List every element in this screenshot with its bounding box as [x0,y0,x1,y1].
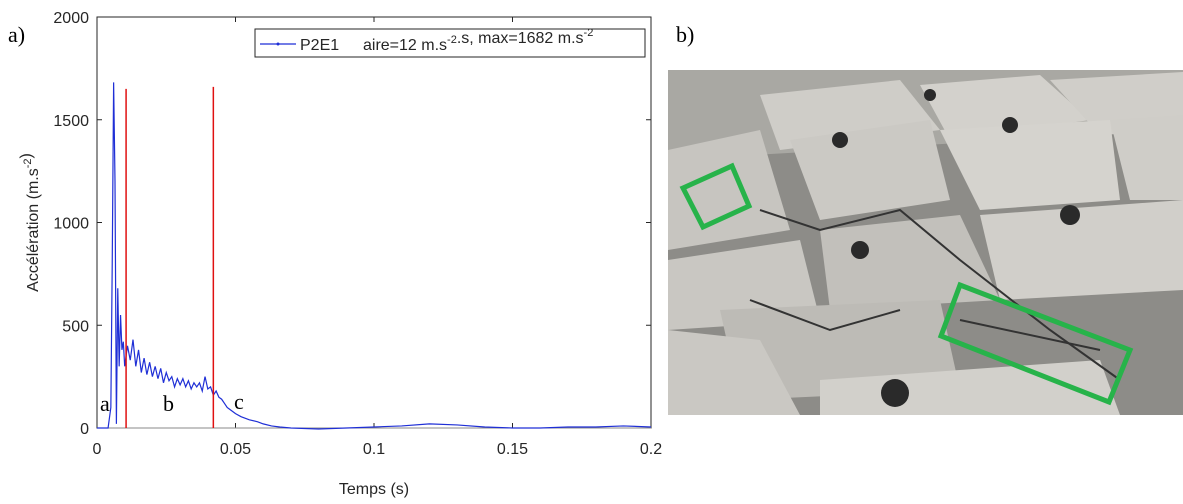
legend-box [254,28,646,58]
superscript: -2 [447,34,457,46]
legend-label: P2E1 [300,37,339,54]
y-tick-label: 0 [80,421,89,438]
text-part: ) [18,153,35,158]
x-tick-label: 0.1 [363,441,385,458]
panel-label: a) [8,22,25,47]
annotation: b [163,391,174,416]
y-tick-label: 1000 [53,216,89,233]
x-axis-label: Temps (s) [339,481,409,498]
panel-label: b) [676,22,694,47]
y-tick-label: 1500 [53,113,89,130]
text-part: .s, max=1682 m.s [457,30,584,47]
data-line [97,82,652,430]
photo [668,70,1183,415]
y-tick-label: 500 [62,318,89,335]
legend-swatch [276,42,280,46]
x-tick-label: 0.05 [220,441,251,458]
text: Accélération (m.s-2) [18,153,42,292]
text: aire=12 m.s-2.s, max=1682 m.s-2 [363,27,593,54]
x-tick-label: 0 [93,441,102,458]
y-tick-label: 2000 [53,10,89,27]
annotation: c [234,389,244,414]
superscript: -2 [584,27,594,39]
x-tick-label: 0.2 [640,441,662,458]
annotation: a [100,391,110,416]
text-part: aire=12 m.s [363,37,447,54]
text-part: Accélération (m.s [25,168,42,292]
x-tick-label: 0.15 [497,441,528,458]
superscript: -2 [22,158,34,168]
plot-area [96,16,652,429]
